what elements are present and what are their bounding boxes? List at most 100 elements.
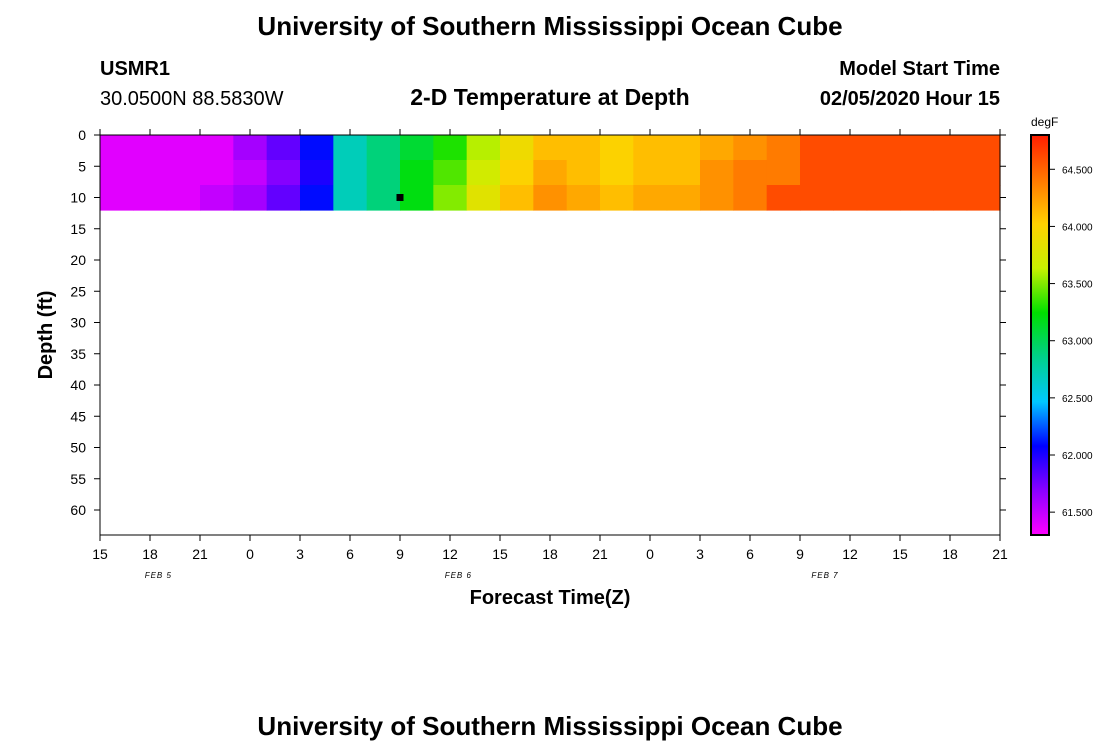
station-coords: 30.0500N 88.5830W [100, 88, 284, 110]
date-label: FEB 6 [445, 571, 472, 580]
heatmap-cell [166, 160, 201, 186]
y-axis-label: Depth (ft) [35, 291, 57, 380]
heatmap-cell [633, 185, 668, 211]
heatmap-cell [933, 160, 968, 186]
x-tick-label: 18 [942, 546, 958, 562]
colorbar-unit: degF [1031, 115, 1058, 129]
y-tick-label: 35 [70, 346, 86, 362]
heatmap-cell [266, 160, 301, 186]
heatmap-cell [600, 160, 634, 186]
y-axis: 0 5 10 15 20 25 30 35 40 45 50 55 60 [70, 127, 1006, 518]
heatmap-cell [333, 185, 368, 211]
heatmap-cell [500, 160, 534, 186]
heatmap-cell [800, 185, 834, 211]
heatmap-cell [233, 185, 268, 211]
colorbar-tick-label: 62.500 [1062, 394, 1093, 405]
heatmap-cell [700, 160, 734, 186]
heatmap-cell [533, 185, 568, 211]
heatmap-cell [233, 135, 268, 161]
heatmap-cell [433, 135, 468, 161]
x-tick-label: 15 [892, 546, 908, 562]
heatmap-cell [800, 135, 834, 161]
y-tick-label: 10 [70, 190, 86, 206]
heatmap-cell [100, 185, 134, 211]
heatmap-cell [400, 160, 434, 186]
x-tick-label: 21 [592, 546, 608, 562]
x-tick-label: 15 [492, 546, 508, 562]
heatmap-cell [866, 160, 901, 186]
marker-layer [396, 194, 404, 201]
x-tick-label: 9 [796, 546, 804, 562]
heatmap-cell [466, 185, 501, 211]
page-title: University of Southern Mississippi Ocean… [257, 11, 842, 41]
heatmap-cell [966, 160, 1001, 186]
heatmap-cell [533, 135, 568, 161]
heatmap-cell [133, 185, 168, 211]
y-tick-label: 45 [70, 408, 86, 424]
heatmap-cell [566, 185, 601, 211]
footer-title: University of Southern Mississippi Ocean… [257, 711, 842, 741]
heatmap-cell [866, 185, 901, 211]
heatmap-cell [266, 135, 301, 161]
heatmap-cell [833, 135, 868, 161]
heatmap-cell [500, 185, 534, 211]
colorbar-tick-label: 64.000 [1062, 222, 1093, 233]
colorbar-tick-label: 63.000 [1062, 337, 1093, 348]
heatmap-cell [533, 160, 568, 186]
heatmap-cell [666, 185, 701, 211]
station-id: USMR1 [100, 58, 170, 80]
heatmap-cell [200, 135, 234, 161]
heatmap-cell [666, 135, 701, 161]
heatmap-cell [333, 135, 368, 161]
heatmap-cell [366, 135, 401, 161]
date-labels: FEB 5 FEB 6 FEB 7 [145, 571, 838, 580]
heatmap-cell [133, 135, 168, 161]
x-axis: 15 18 21 0 3 6 9 12 15 18 21 0 3 6 9 12 15 18 21 [92, 129, 1008, 562]
heatmap-cell [166, 185, 201, 211]
heatmap-cell [333, 160, 368, 186]
colorbar-tick-label: 63.500 [1062, 280, 1093, 291]
heatmap-cell [733, 135, 768, 161]
heatmap-cell [666, 160, 701, 186]
heatmap-cell [733, 185, 768, 211]
heatmap-cell [833, 185, 868, 211]
colorbar-gradient [1030, 134, 1050, 536]
heatmap-cell [300, 160, 334, 186]
heatmap-cell [966, 185, 1001, 211]
heatmap-cell [800, 160, 834, 186]
station-marker [396, 194, 404, 201]
heatmap-cell [166, 135, 201, 161]
colorbar-ticks: 61.500 62.000 62.500 63.000 63.500 64.000 64.5… [1049, 165, 1093, 519]
heatmap-cell [900, 185, 934, 211]
y-tick-label: 5 [78, 158, 86, 174]
heatmap-cell [633, 135, 668, 161]
heatmap-cell [366, 185, 401, 211]
heatmap-cell [400, 185, 434, 211]
heatmap-cell [466, 160, 501, 186]
heatmap-cell [933, 135, 968, 161]
heatmap-cell [933, 185, 968, 211]
heatmap-cell [400, 135, 434, 161]
heatmap-cell [900, 160, 934, 186]
heatmap-cell [633, 160, 668, 186]
colorbar: degF 61.500 62.000 62.500 63.000 63.500 64.00… [1030, 115, 1093, 536]
model-start-time: 02/05/2020 Hour 15 [820, 88, 1000, 110]
y-tick-label: 0 [78, 127, 86, 143]
heatmap-cell [266, 185, 301, 211]
heatmap-cell [200, 185, 234, 211]
heatmap-cell [366, 160, 401, 186]
x-tick-label: 12 [442, 546, 458, 562]
heatmap-cell [900, 135, 934, 161]
x-tick-label: 18 [142, 546, 158, 562]
date-label: FEB 5 [145, 571, 172, 580]
x-tick-label: 0 [246, 546, 254, 562]
y-tick-label: 50 [70, 440, 86, 456]
colorbar-tick-label: 61.500 [1062, 508, 1093, 519]
model-start-label: Model Start Time [839, 58, 1000, 80]
x-tick-label: 3 [696, 546, 704, 562]
heatmap-cell [866, 135, 901, 161]
heatmap-cell [733, 160, 768, 186]
x-tick-label: 3 [296, 546, 304, 562]
x-tick-label: 6 [346, 546, 354, 562]
